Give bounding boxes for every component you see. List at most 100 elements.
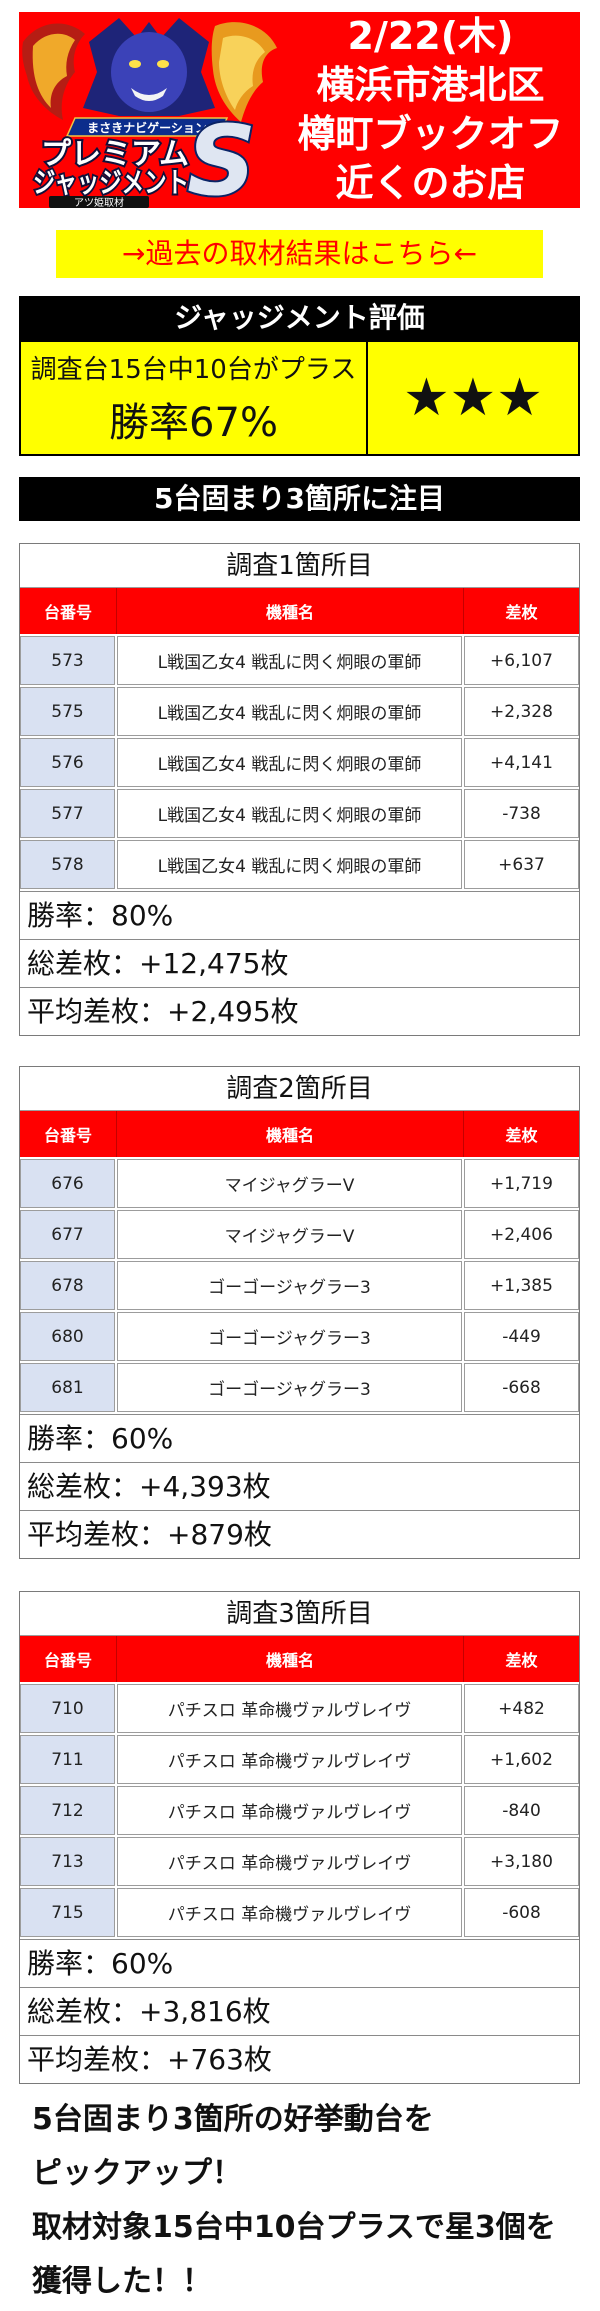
article-page: まさきナビゲーション プレミアム ジャッジメント S アツ姫取材 2/22(木)… bbox=[19, 0, 580, 2309]
machine-number-cell: 711 bbox=[20, 1735, 115, 1784]
machine-name-cell: マイジャグラーV bbox=[117, 1159, 462, 1208]
win-rate-value: 60% bbox=[111, 1422, 174, 1455]
table-header: 台番号 機種名 差枚 bbox=[20, 1111, 579, 1157]
win-rate-label: 勝率： bbox=[27, 1422, 112, 1455]
win-rate-row: 勝率：60% bbox=[20, 1414, 579, 1462]
logo-title-line1: プレミアム bbox=[41, 137, 189, 172]
coin-difference-cell: +2,328 bbox=[464, 687, 579, 736]
survey-section: 調査3箇所目 台番号 機種名 差枚 710 パチスロ 革命機ヴァルヴレイヴ +482 711 パ… bbox=[19, 1591, 580, 2084]
section-title: 調査1箇所目 bbox=[20, 544, 579, 588]
coin-difference-cell: +637 bbox=[464, 840, 579, 889]
coin-difference-cell: -840 bbox=[464, 1786, 579, 1835]
machine-number-cell: 713 bbox=[20, 1837, 115, 1886]
coin-difference-cell: -608 bbox=[464, 1888, 579, 1937]
judgement-box: 調査台15台中10台がプラス 勝率67% ★★★ bbox=[19, 340, 580, 456]
machine-name-header: 機種名 bbox=[117, 1111, 464, 1157]
machine-name-cell: パチスロ 革命機ヴァルヴレイヴ bbox=[117, 1735, 462, 1784]
machine-name-cell: マイジャグラーV bbox=[117, 1210, 462, 1259]
machine-name-cell: パチスロ 革命機ヴァルヴレイヴ bbox=[117, 1837, 462, 1886]
average-difference-label: 平均差枚： bbox=[27, 2043, 168, 2076]
win-rate-row: 勝率：80% bbox=[20, 891, 579, 939]
win-rate-label: 勝率： bbox=[27, 1947, 112, 1980]
coin-difference-cell: +1,602 bbox=[464, 1735, 579, 1784]
table-row: 711 パチスロ 革命機ヴァルヴレイヴ +1,602 bbox=[20, 1735, 579, 1786]
logo-subtitle: まさきナビゲーション bbox=[87, 120, 207, 135]
table-row: 576 L戦国乙女4 戦乱に閃く炯眼の軍師 +4,141 bbox=[20, 738, 579, 789]
machine-name-cell: パチスロ 革命機ヴァルヴレイヴ bbox=[117, 1786, 462, 1835]
table-row: 710 パチスロ 革命機ヴァルヴレイヴ +482 bbox=[20, 1684, 579, 1735]
dragon-right-illustration bbox=[211, 22, 277, 122]
table-header: 台番号 機種名 差枚 bbox=[20, 1636, 579, 1682]
machine-number-header: 台番号 bbox=[20, 1636, 117, 1682]
machine-number-cell: 573 bbox=[20, 636, 115, 685]
win-rate-text: 勝率67% bbox=[109, 400, 278, 446]
machine-name-cell: ゴーゴージャグラー3 bbox=[117, 1261, 462, 1310]
coin-difference-cell: +482 bbox=[464, 1684, 579, 1733]
summary-line: 5台固まり3箇所の好挙動台を bbox=[32, 2102, 434, 2137]
section-title: 調査2箇所目 bbox=[20, 1067, 579, 1111]
machine-number-cell: 576 bbox=[20, 738, 115, 787]
machine-number-cell: 681 bbox=[20, 1363, 115, 1412]
coin-difference-cell: -449 bbox=[464, 1312, 579, 1361]
plus-count-text: 調査台15台中10台がプラス bbox=[30, 355, 357, 385]
machine-name-header: 機種名 bbox=[117, 1636, 464, 1682]
total-difference-row: 総差枚：+12,475枚 bbox=[20, 939, 579, 987]
total-difference-row: 総差枚：+4,393枚 bbox=[20, 1462, 579, 1510]
machine-number-cell: 710 bbox=[20, 1684, 115, 1733]
section-title: 調査3箇所目 bbox=[20, 1592, 579, 1636]
logo: まさきナビゲーション プレミアム ジャッジメント S アツ姫取材 bbox=[22, 18, 277, 208]
average-difference-row: 平均差枚：+879枚 bbox=[20, 1510, 579, 1558]
summary-line: 取材対象15台中10台プラスで星3個を bbox=[32, 2210, 556, 2245]
total-difference-row: 総差枚：+3,816枚 bbox=[20, 1987, 579, 2035]
machine-name-cell: L戦国乙女4 戦乱に閃く炯眼の軍師 bbox=[117, 687, 462, 736]
past-results-link[interactable]: →過去の取材結果はこちら← bbox=[56, 230, 543, 278]
table-row: 712 パチスロ 革命機ヴァルヴレイヴ -840 bbox=[20, 1786, 579, 1837]
average-difference-row: 平均差枚：+763枚 bbox=[20, 2035, 579, 2083]
header-info: 2/22(木) 横浜市港北区 樽町ブックオフ 近くのお店 bbox=[281, 12, 580, 208]
total-difference-value: +3,816枚 bbox=[139, 1995, 271, 2028]
machine-name-cell: パチスロ 革命機ヴァルヴレイヴ bbox=[117, 1888, 462, 1937]
survey-section: 調査1箇所目 台番号 機種名 差枚 573 L戦国乙女4 戦乱に閃く炯眼の軍師 +6,107… bbox=[19, 543, 580, 1036]
coin-difference-cell: +2,406 bbox=[464, 1210, 579, 1259]
logo-title-line2: ジャッジメント bbox=[33, 166, 189, 199]
star-rating: ★★★ bbox=[366, 342, 578, 454]
table-row: 680 ゴーゴージャグラー3 -449 bbox=[20, 1312, 579, 1363]
machine-number-cell: 676 bbox=[20, 1159, 115, 1208]
total-difference-label: 総差枚： bbox=[27, 947, 140, 980]
machine-number-cell: 677 bbox=[20, 1210, 115, 1259]
logo-badge: アツ姫取材 bbox=[49, 196, 149, 208]
machine-name-cell: L戦国乙女4 戦乱に閃く炯眼の軍師 bbox=[117, 840, 462, 889]
machine-name-cell: ゴーゴージャグラー3 bbox=[117, 1312, 462, 1361]
coin-difference-cell: +1,385 bbox=[464, 1261, 579, 1310]
judgement-summary-cell: 調査台15台中10台がプラス 勝率67% bbox=[21, 342, 366, 454]
coin-difference-cell: -668 bbox=[464, 1363, 579, 1412]
machine-number-cell: 577 bbox=[20, 789, 115, 838]
win-rate-row: 勝率：60% bbox=[20, 1939, 579, 1987]
machine-name-header: 機種名 bbox=[117, 588, 464, 634]
coin-difference-header: 差枚 bbox=[505, 1126, 538, 1145]
table-body: 573 L戦国乙女4 戦乱に閃く炯眼の軍師 +6,107 575 L戦国乙女4 戦乱に閃… bbox=[20, 634, 579, 891]
machine-name-cell: ゴーゴージャグラー3 bbox=[117, 1363, 462, 1412]
coin-difference-header: 差枚 bbox=[505, 1651, 538, 1670]
machine-number-header: 台番号 bbox=[20, 588, 117, 634]
table-row: 677 マイジャグラーV +2,406 bbox=[20, 1210, 579, 1261]
summary-paragraph: 5台固まり3箇所の好挙動台を ピックアップ！ 取材対象15台中10台プラスで星3… bbox=[19, 2093, 580, 2309]
coin-difference-header: 差枚 bbox=[505, 603, 538, 622]
average-difference-value: +879枚 bbox=[167, 1518, 272, 1551]
total-difference-label: 総差枚： bbox=[27, 1470, 140, 1503]
total-difference-value: +12,475枚 bbox=[139, 947, 289, 980]
machine-number-cell: 575 bbox=[20, 687, 115, 736]
machine-number-cell: 715 bbox=[20, 1888, 115, 1937]
win-rate-label: 勝率： bbox=[27, 899, 112, 932]
table-body: 676 マイジャグラーV +1,719 677 マイジャグラーV +2,406 678 ゴーゴ… bbox=[20, 1157, 579, 1414]
gargoyle-illustration bbox=[83, 18, 215, 116]
header-banner: まさきナビゲーション プレミアム ジャッジメント S アツ姫取材 2/22(木)… bbox=[19, 12, 580, 208]
logo-letter-s: S bbox=[187, 105, 256, 208]
table-row: 573 L戦国乙女4 戦乱に閃く炯眼の軍師 +6,107 bbox=[20, 636, 579, 687]
table-row: 678 ゴーゴージャグラー3 +1,385 bbox=[20, 1261, 579, 1312]
average-difference-value: +763枚 bbox=[167, 2043, 272, 2076]
table-row: 577 L戦国乙女4 戦乱に閃く炯眼の軍師 -738 bbox=[20, 789, 579, 840]
machine-number-header: 台番号 bbox=[20, 1111, 117, 1157]
machine-number-cell: 680 bbox=[20, 1312, 115, 1361]
machine-number-cell: 578 bbox=[20, 840, 115, 889]
